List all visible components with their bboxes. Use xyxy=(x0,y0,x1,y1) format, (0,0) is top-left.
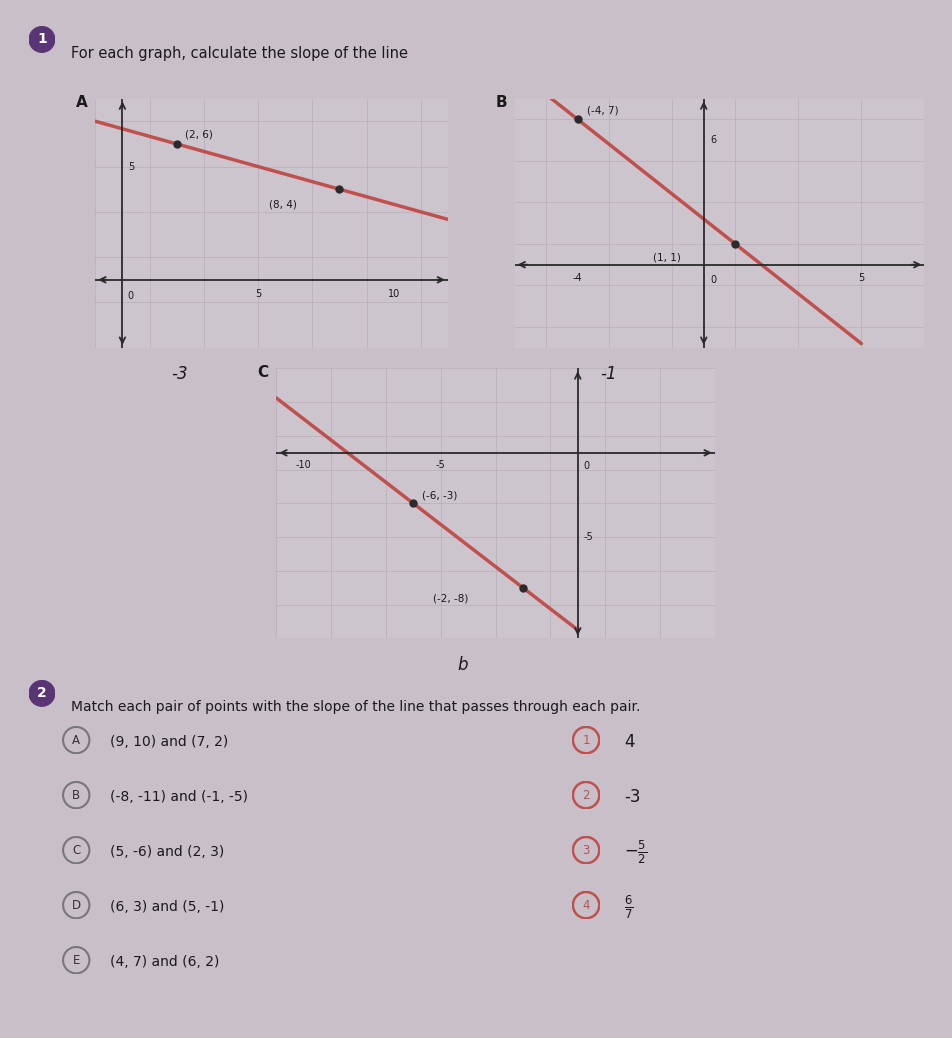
Text: (-8, -11) and (-1, -5): (-8, -11) and (-1, -5) xyxy=(109,790,248,804)
Text: 3: 3 xyxy=(582,844,589,856)
Text: 2: 2 xyxy=(37,686,47,701)
Text: B: B xyxy=(72,789,80,801)
Text: 2: 2 xyxy=(582,789,589,801)
Text: D: D xyxy=(71,899,81,911)
Text: -5: -5 xyxy=(583,532,592,542)
Text: 4: 4 xyxy=(582,899,589,911)
Text: (5, -6) and (2, 3): (5, -6) and (2, 3) xyxy=(109,845,224,859)
Text: 0: 0 xyxy=(583,461,588,471)
Text: -1: -1 xyxy=(600,365,616,383)
Text: For each graph, calculate the slope of the line: For each graph, calculate the slope of t… xyxy=(71,46,408,60)
Text: C: C xyxy=(257,365,268,380)
Text: A: A xyxy=(76,95,88,110)
Text: (6, 3) and (5, -1): (6, 3) and (5, -1) xyxy=(109,900,224,914)
Text: -3: -3 xyxy=(171,365,188,383)
Text: B: B xyxy=(495,95,506,110)
Text: E: E xyxy=(72,954,80,966)
Text: b: b xyxy=(457,656,467,674)
Text: $-\frac{5}{2}$: $-\frac{5}{2}$ xyxy=(624,839,646,866)
Text: (1, 1): (1, 1) xyxy=(653,252,681,263)
Circle shape xyxy=(30,681,54,706)
Text: (-2, -8): (-2, -8) xyxy=(432,594,467,603)
Text: 5: 5 xyxy=(254,289,261,299)
Text: (-4, 7): (-4, 7) xyxy=(586,105,618,115)
Text: A: A xyxy=(72,734,80,746)
Text: (4, 7) and (6, 2): (4, 7) and (6, 2) xyxy=(109,955,219,969)
Text: (8, 4): (8, 4) xyxy=(268,199,296,210)
Text: 6: 6 xyxy=(709,135,716,145)
Text: C: C xyxy=(72,844,80,856)
Text: 0: 0 xyxy=(709,275,716,285)
Text: 4: 4 xyxy=(624,733,634,752)
Circle shape xyxy=(30,27,54,52)
Text: (2, 6): (2, 6) xyxy=(185,129,212,139)
Text: 5: 5 xyxy=(128,162,134,171)
Text: (-6, -3): (-6, -3) xyxy=(421,490,456,500)
Text: -3: -3 xyxy=(624,788,640,807)
Text: -4: -4 xyxy=(572,273,582,283)
Text: -10: -10 xyxy=(295,460,311,469)
Text: 10: 10 xyxy=(387,289,400,299)
Text: Match each pair of points with the slope of the line that passes through each pa: Match each pair of points with the slope… xyxy=(71,700,640,713)
Text: 0: 0 xyxy=(128,291,134,301)
Text: $\frac{6}{7}$: $\frac{6}{7}$ xyxy=(624,894,633,921)
Text: (9, 10) and (7, 2): (9, 10) and (7, 2) xyxy=(109,735,228,749)
Text: 1: 1 xyxy=(582,734,589,746)
Text: -5: -5 xyxy=(435,460,446,469)
Text: 5: 5 xyxy=(858,273,863,283)
Text: 1: 1 xyxy=(37,32,47,47)
